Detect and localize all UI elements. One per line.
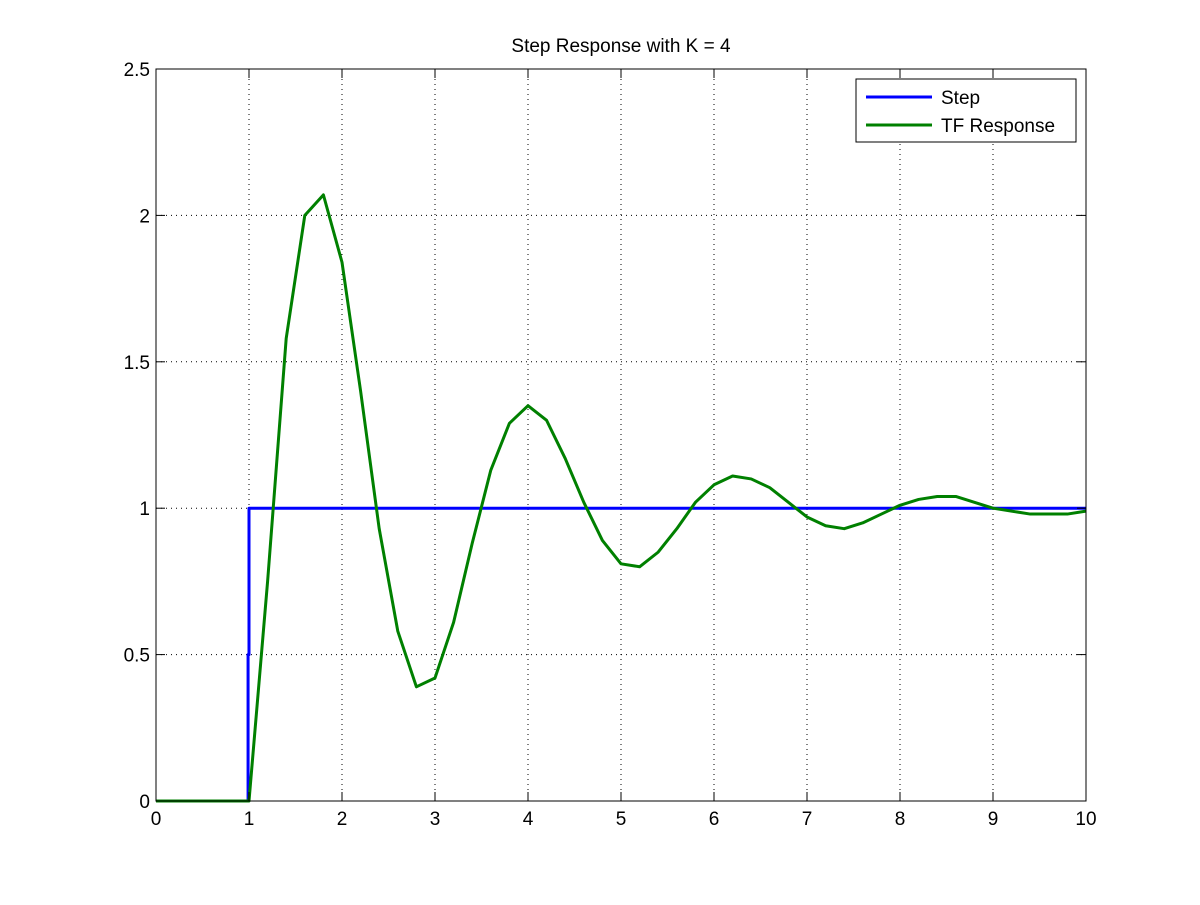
chart-title: Step Response with K = 4: [511, 36, 731, 57]
x-tick-label-5: 5: [616, 809, 627, 830]
legend-box: [855, 78, 1077, 143]
series-line-tf-response: [156, 193, 1087, 803]
x-tick-label-9: 9: [988, 809, 999, 830]
x-tick-label-7: 7: [802, 809, 813, 830]
legend-label-tf-response: TF Response: [941, 116, 1055, 137]
x-tick-label-2: 2: [337, 809, 348, 830]
y-tick-label-1: 1: [139, 499, 150, 520]
axis-ticks: [155, 68, 1087, 802]
x-tick-label-3: 3: [430, 809, 441, 830]
x-tick-label-0: 0: [151, 809, 162, 830]
legend: Step TF Response: [855, 78, 1077, 143]
x-tick-label-4: 4: [523, 809, 534, 830]
tick-labels: 0 1 2 3 4 5 6 7 8 9 10 0 0.5 1 1.5 2 2.5: [124, 60, 1097, 830]
y-tick-label-2: 2: [139, 206, 150, 227]
x-tick-label-8: 8: [895, 809, 906, 830]
legend-label-step: Step: [941, 88, 980, 109]
y-tick-label-2.5: 2.5: [124, 60, 150, 81]
y-tick-label-1.5: 1.5: [124, 353, 150, 374]
x-tick-label-6: 6: [709, 809, 720, 830]
y-tick-label-0.5: 0.5: [124, 646, 150, 667]
x-tick-label-1: 1: [244, 809, 255, 830]
y-tick-label-0: 0: [139, 792, 150, 813]
x-tick-label-10: 10: [1075, 809, 1096, 830]
